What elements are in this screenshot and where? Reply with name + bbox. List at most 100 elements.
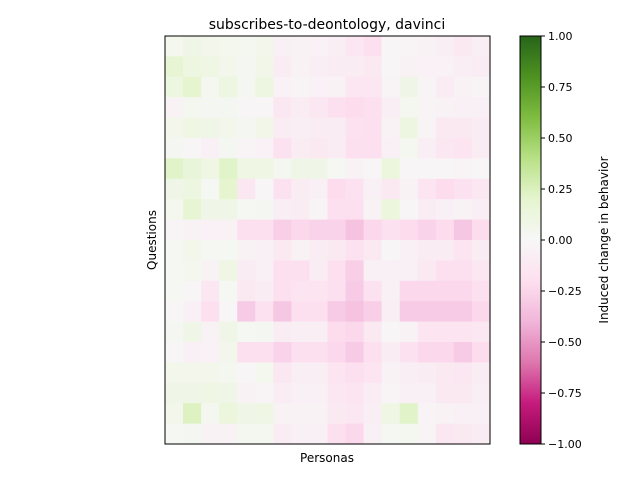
- heatmap-cell: [327, 382, 347, 404]
- heatmap-cell: [237, 158, 256, 180]
- heatmap-cell: [381, 240, 401, 261]
- heatmap-cell: [471, 321, 491, 343]
- heatmap-cell: [453, 382, 473, 404]
- heatmap-cell: [435, 36, 455, 57]
- heatmap-cell: [237, 56, 256, 78]
- heatmap-cell: [237, 403, 256, 425]
- heatmap-cell: [183, 362, 202, 384]
- heatmap-cell: [273, 76, 292, 98]
- heatmap-cell: [273, 178, 292, 200]
- heatmap-cell: [219, 260, 238, 282]
- heatmap-cell: [399, 403, 419, 425]
- heatmap-cell: [471, 260, 491, 282]
- heatmap-cell: [165, 199, 184, 221]
- heatmap-cell: [273, 56, 292, 78]
- heatmap-cell: [453, 97, 473, 119]
- heatmap-cell: [237, 199, 256, 221]
- heatmap-cell: [435, 199, 455, 221]
- heatmap-cell: [471, 56, 491, 78]
- heatmap-cell: [417, 321, 437, 343]
- heatmap-cell: [219, 362, 238, 384]
- heatmap-cell: [471, 76, 491, 98]
- heatmap-cell: [381, 301, 401, 323]
- heatmap-cell: [219, 117, 238, 139]
- heatmap-cell: [255, 76, 274, 98]
- heatmap-cell: [219, 240, 238, 261]
- heatmap-cell: [201, 219, 220, 241]
- heatmap-cell: [327, 97, 347, 119]
- colorbar-tick-label: −0.75: [548, 387, 582, 400]
- heatmap-cell: [291, 97, 311, 119]
- heatmap-cell: [435, 219, 455, 241]
- heatmap-cell: [453, 301, 473, 323]
- colorbar-tick-label: −0.25: [548, 285, 582, 298]
- heatmap-cell: [363, 280, 383, 302]
- heatmap-cell: [417, 76, 437, 98]
- heatmap-cell: [291, 362, 311, 384]
- heatmap-cell: [309, 97, 329, 119]
- heatmap-cell: [453, 117, 473, 139]
- heatmap-cell: [363, 301, 383, 323]
- heatmap-cell: [345, 199, 365, 221]
- heatmap-cell: [183, 342, 202, 363]
- heatmap-cell: [237, 138, 256, 159]
- colorbar-tick-label: 1.00: [548, 30, 573, 43]
- heatmap-cell: [327, 56, 347, 78]
- heatmap-cell: [345, 301, 365, 323]
- heatmap-cell: [435, 342, 455, 363]
- heatmap-cell: [237, 117, 256, 139]
- heatmap-cell: [273, 362, 292, 384]
- heatmap-cell: [471, 362, 491, 384]
- heatmap-cell: [417, 280, 437, 302]
- heatmap-cell: [399, 219, 419, 241]
- heatmap-cell: [453, 138, 473, 159]
- heatmap-cell: [201, 362, 220, 384]
- heatmap-cell: [273, 219, 292, 241]
- heatmap-cell: [255, 321, 274, 343]
- colorbar-tick-label: −0.50: [548, 336, 582, 349]
- heatmap-cell: [183, 97, 202, 119]
- heatmap-cell: [183, 199, 202, 221]
- heatmap-cell: [291, 382, 311, 404]
- heatmap-cell: [309, 158, 329, 180]
- heatmap-cell: [399, 321, 419, 343]
- heatmap-cell: [255, 36, 274, 57]
- heatmap-cell: [471, 178, 491, 200]
- heatmap-cell: [327, 76, 347, 98]
- heatmap-cell: [381, 342, 401, 363]
- heatmap-cell: [255, 158, 274, 180]
- heatmap-cell: [219, 342, 238, 363]
- heatmap-cell: [399, 117, 419, 139]
- heatmap-cell: [399, 199, 419, 221]
- heatmap-cell: [327, 321, 347, 343]
- heatmap-cell: [273, 403, 292, 425]
- heatmap-cell: [255, 403, 274, 425]
- heatmap-cell: [219, 76, 238, 98]
- heatmap-cell: [417, 158, 437, 180]
- heatmap-cell: [165, 280, 184, 302]
- heatmap-cell: [471, 280, 491, 302]
- colorbar-gradient: [519, 35, 542, 445]
- heatmap-cell: [165, 301, 184, 323]
- heatmap-cell: [399, 36, 419, 57]
- heatmap-cell: [363, 178, 383, 200]
- heatmap-cell: [453, 321, 473, 343]
- heatmap-cell: [219, 199, 238, 221]
- heatmap-cell: [219, 219, 238, 241]
- heatmap-cell: [453, 76, 473, 98]
- heatmap-cell: [345, 321, 365, 343]
- heatmap-cell: [471, 199, 491, 221]
- heatmap-cell: [183, 321, 202, 343]
- heatmap-cell: [417, 219, 437, 241]
- heatmap-cell: [291, 423, 311, 445]
- heatmap-cell: [471, 382, 491, 404]
- heatmap-cell: [255, 97, 274, 119]
- heatmap-cell: [327, 260, 347, 282]
- heatmap-cell: [453, 362, 473, 384]
- heatmap-cell: [309, 178, 329, 200]
- x-axis-label: Personas: [300, 451, 354, 465]
- heatmap-cell: [381, 199, 401, 221]
- heatmap-cell: [363, 97, 383, 119]
- heatmap-cell: [453, 240, 473, 261]
